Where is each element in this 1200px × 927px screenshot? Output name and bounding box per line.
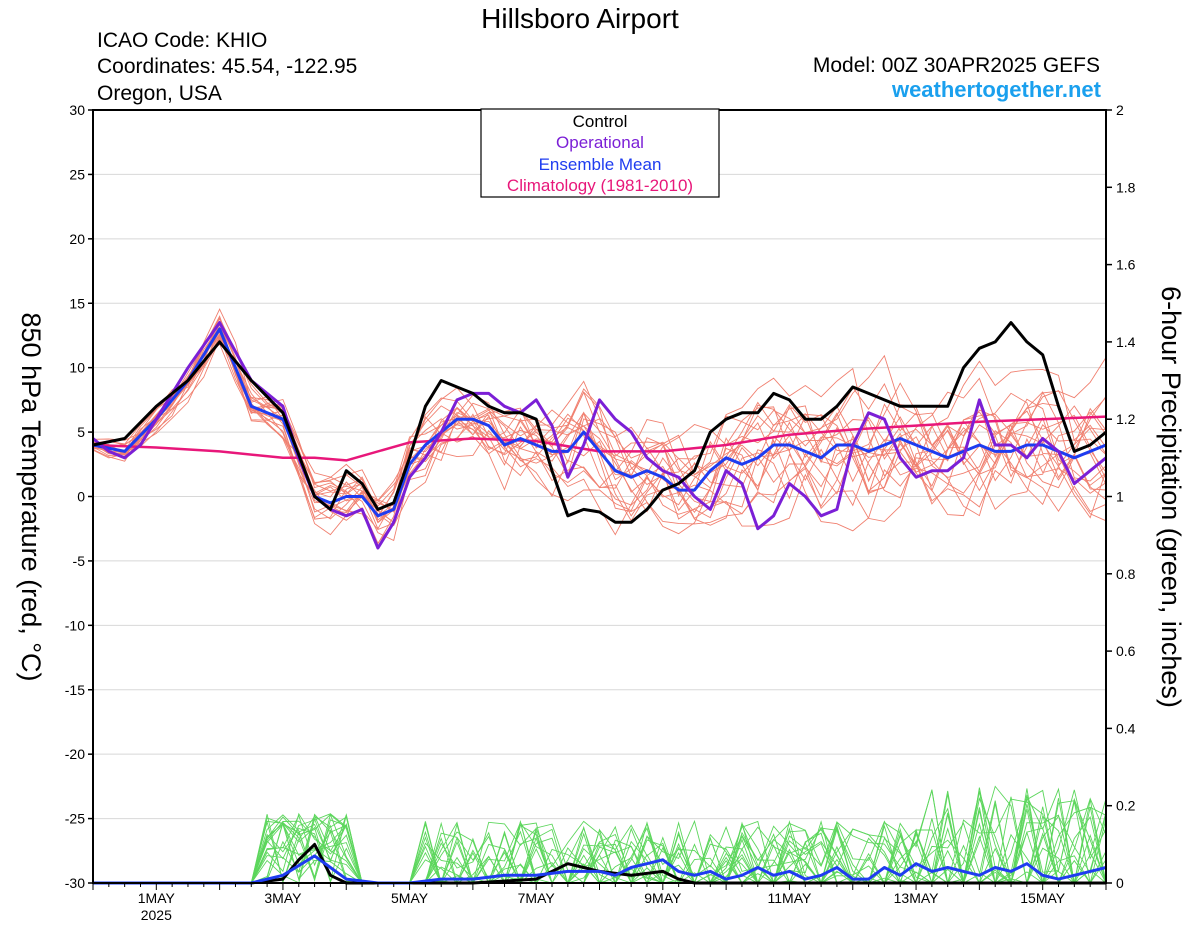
ensemble-member-lines — [92, 308, 1107, 885]
x-tick-label: 13MAY — [894, 890, 940, 906]
y-right-tick-label: 2 — [1116, 102, 1124, 118]
y-right-tick-label: 1.4 — [1116, 334, 1136, 350]
temperature-series-line — [92, 415, 1107, 462]
temperature-member-line — [92, 315, 1107, 532]
temperature-member-line — [92, 321, 1107, 526]
y-left-tick-label: 5 — [77, 424, 85, 440]
region: Oregon, USA — [97, 82, 222, 105]
y-left-tick-label: 15 — [69, 295, 85, 311]
temperature-series-line — [92, 321, 1107, 550]
temperature-member-line — [92, 337, 1107, 535]
y-right-tick-label: 1.2 — [1116, 411, 1136, 427]
y-left-tick-label: -15 — [65, 682, 85, 698]
temperature-member-line — [92, 333, 1107, 512]
y-left-tick-label: 25 — [69, 166, 85, 182]
precip-member-line — [93, 789, 1107, 884]
y-left-tick-label: -25 — [65, 811, 85, 827]
precip-member-line — [93, 791, 1107, 885]
y-right-tick-label: 1.6 — [1116, 257, 1136, 273]
precip-series-line — [93, 854, 1107, 885]
x-tick-label: 11MAY — [768, 890, 812, 906]
legend-box — [480, 108, 720, 198]
y-left-tick-label: 0 — [77, 489, 85, 505]
x-tick-label: 9MAY — [644, 890, 682, 906]
temperature-member-line — [92, 322, 1107, 530]
y-left-tick-label: -30 — [65, 875, 85, 891]
y-left-tick-label: 30 — [69, 102, 85, 118]
y-right-tick-label: 0.4 — [1116, 720, 1136, 736]
temperature-member-line — [92, 333, 1107, 536]
x-tick-label: 15MAY — [1020, 890, 1066, 906]
y-right-tick-label: 0.8 — [1116, 566, 1136, 582]
temperature-member-line — [92, 316, 1107, 513]
legend-control: Control — [573, 112, 628, 131]
temperature-member-line — [92, 327, 1107, 523]
legend-ensemble-mean: Ensemble Mean — [539, 155, 662, 174]
x-tick-label: 7MAY — [518, 890, 556, 906]
x-tick-label: 1MAY — [138, 890, 176, 906]
y-left-axis-title: 850 hPa Temperature (red, °C) — [16, 313, 46, 682]
y-right-tick-label: 1.8 — [1116, 179, 1136, 195]
site-link[interactable]: weathertogether.net — [891, 77, 1102, 102]
temperature-member-line — [92, 339, 1107, 545]
y-left-tick-label: 10 — [69, 360, 85, 376]
x-tick-label: 5MAY — [391, 890, 429, 906]
legend-operational: Operational — [556, 133, 644, 152]
y-right-axis-title: 6-hour Precipitation (green, inches) — [1156, 286, 1186, 708]
model-info: Model: 00Z 30APR2025 GEFS — [813, 54, 1100, 77]
x-tick-label: 3MAY — [264, 890, 302, 906]
y-left-tick-label: -20 — [65, 746, 85, 762]
chart-title: Hillsboro Airport — [481, 3, 679, 34]
x-tick-sublabel: 2025 — [141, 907, 172, 923]
legend: Control Operational Ensemble Mean Climat… — [480, 108, 720, 198]
coordinates: Coordinates: 45.54, -122.95 — [97, 55, 357, 78]
gridlines — [93, 109, 1106, 884]
temperature-member-line — [92, 321, 1107, 527]
y-right-tick-label: 1 — [1116, 489, 1124, 505]
icao-code: ICAO Code: KHIO — [97, 29, 267, 52]
highlighted-series-lines — [92, 321, 1107, 885]
legend-climatology: Climatology (1981-2010) — [507, 176, 693, 195]
precip-series-line — [93, 842, 1106, 885]
axes: 302520151050-5-10-15-20-25-3021.81.61.41… — [65, 102, 1136, 923]
y-right-tick-label: 0.2 — [1116, 798, 1136, 814]
y-right-tick-label: 0 — [1116, 875, 1124, 891]
y-left-tick-label: -10 — [65, 617, 85, 633]
y-right-tick-label: 0.6 — [1116, 643, 1136, 659]
y-left-tick-label: -5 — [73, 553, 86, 569]
temperature-series-line — [92, 321, 1107, 524]
y-left-tick-label: 20 — [69, 231, 85, 247]
temperature-member-line — [92, 308, 1107, 519]
temperature-series-line — [92, 327, 1107, 518]
